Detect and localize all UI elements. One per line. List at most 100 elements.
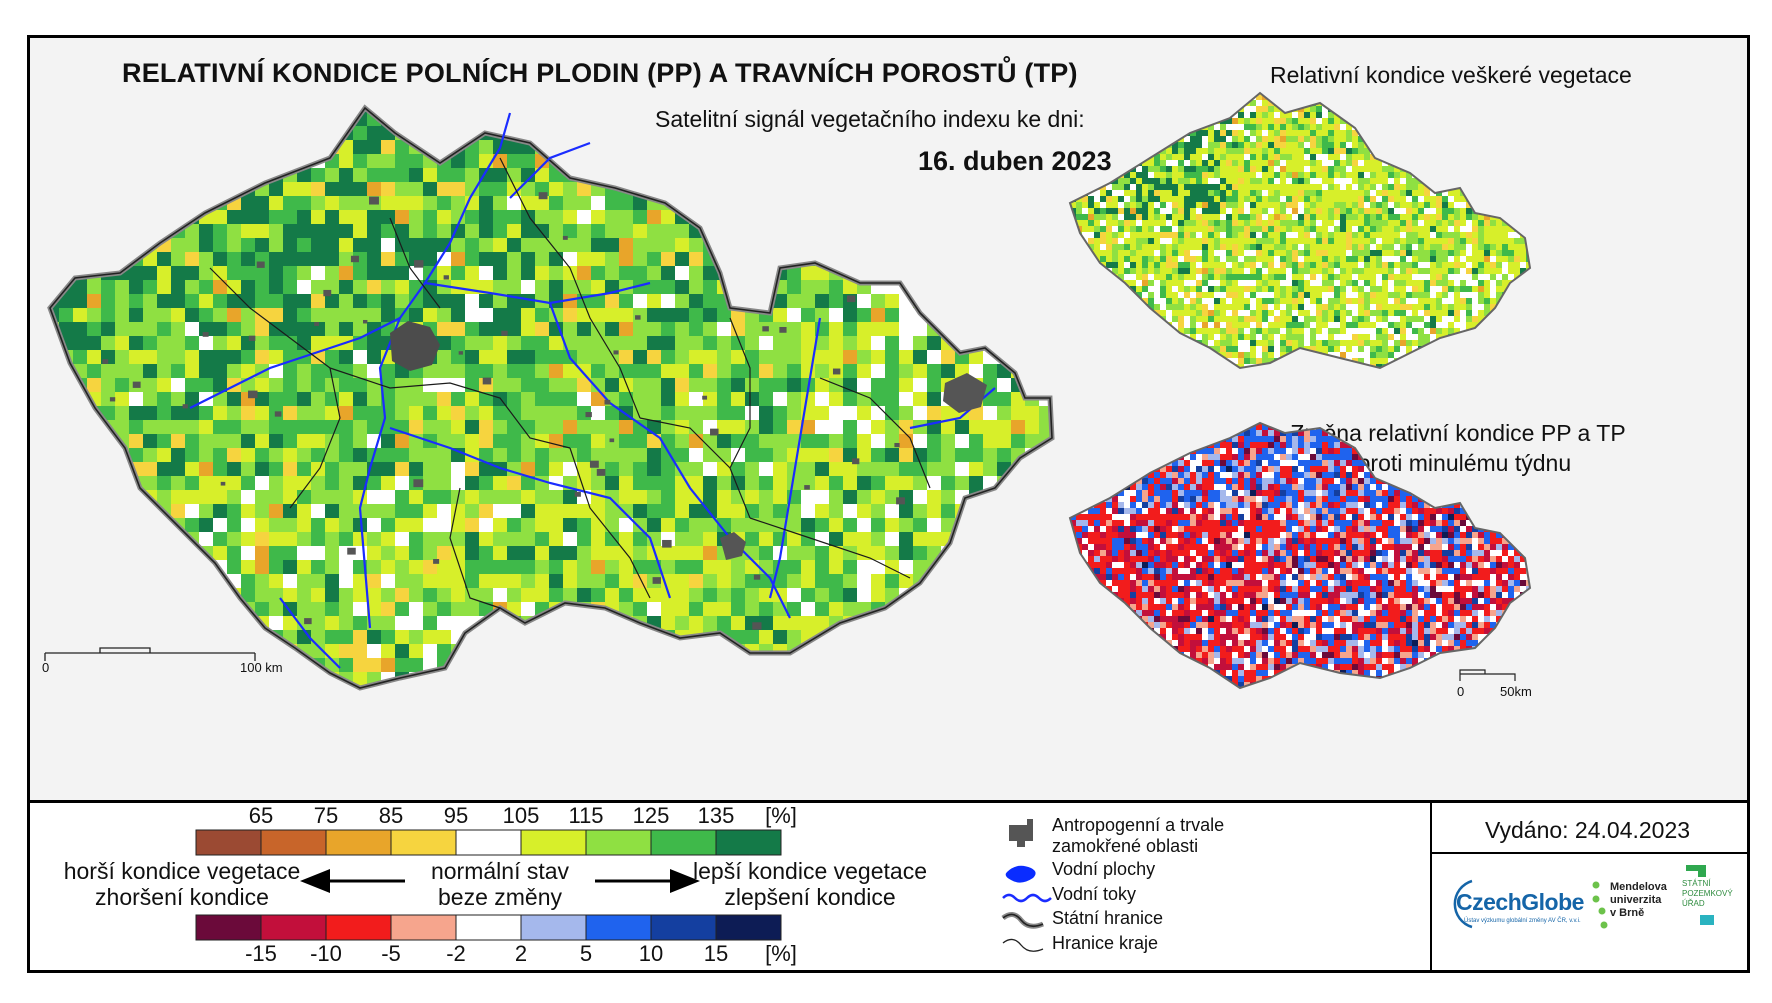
map-frame: RELATIVNÍ KONDICE POLNÍCH PLODIN (PP) A … (27, 35, 1750, 973)
caption-normal-line2: beze změny (437, 884, 562, 910)
side-map-title-change: Změna relativní kondice PP a TP oproti m… (1288, 418, 1628, 478)
colorbar-tick-label: 115 (568, 803, 604, 828)
condition-colorbar (195, 829, 782, 856)
colorbar-segment (260, 914, 327, 941)
change-colorbar (195, 914, 782, 941)
colorbar-segment (195, 829, 262, 856)
caption-better-line1: lepší kondice vegetace (693, 858, 927, 884)
river-network (189, 112, 996, 669)
subtitle: Satelitní signál vegetačního indexu ke d… (655, 106, 1085, 132)
colorbar-tick-label: 95 (443, 803, 469, 828)
small-scale-end: 50km (1500, 684, 1532, 699)
mendel-logo-icon (1592, 881, 1608, 929)
map-symbol-legend (1001, 819, 1052, 952)
colorbar-segment (520, 914, 587, 941)
legend-urban-line1: Antropogenní a trvale (1052, 815, 1225, 835)
main-scale-end: 100 km (240, 660, 283, 675)
arrow-left-icon (300, 869, 405, 893)
legend-urban-line2: zamokřené oblasti (1052, 836, 1199, 856)
date-label: 16. duben 2023 (918, 146, 1112, 176)
colorbar-tick-label: 2 (514, 941, 528, 966)
colorbar-segment (650, 829, 717, 856)
mendel-logo-line1: Mendelova (1610, 881, 1667, 893)
region-borders (209, 157, 931, 609)
spu-logo-line1: STÁTNÍ (1682, 879, 1711, 888)
colorbar-tick-label: -5 (381, 941, 401, 966)
main-scale-start: 0 (42, 660, 50, 675)
czechglobe-logo: CzechGlobe (1456, 889, 1584, 915)
small-scale-bar (1459, 669, 1516, 681)
czechglobe-logo-icon (1453, 879, 1473, 929)
colorbar-tick-label: 10 (638, 941, 664, 966)
colorbar-segment (585, 914, 652, 941)
colorbar-segment (585, 829, 652, 856)
colorbar-tick-label: 15 (703, 941, 729, 966)
legend-water-label: Vodní plochy (1052, 859, 1156, 879)
page-title: RELATIVNÍ KONDICE POLNÍCH PLODIN (PP) A … (122, 58, 1078, 88)
issued-date: Vydáno: 24.04.2023 (1485, 817, 1691, 843)
caption-normal-line1: normální stav (430, 858, 570, 884)
colorbar-segment (715, 914, 782, 941)
caption-worse: horší kondice vegetace zhoršení kondice (62, 858, 302, 910)
legend-arrows (300, 869, 700, 893)
ostrava-urban (943, 373, 987, 413)
colorbar-segment (260, 829, 327, 856)
colorbar-tick-label: 105 (502, 803, 540, 828)
side-map-title-vegetation: Relativní kondice veškeré vegetace (1270, 62, 1632, 88)
small-scale-start: 0 (1457, 684, 1465, 699)
colorbar-tick-label: 85 (378, 803, 404, 828)
mendel-logo-line2: univerzita (1610, 894, 1662, 906)
legend-panel: 65 75 85 95 105 115 125 135 [%] horší kondice ve… (30, 803, 1747, 970)
colorbar-tick-label: 75 (313, 803, 339, 828)
arrow-right-icon (595, 869, 700, 893)
colorbar-tick-label: 135 (697, 803, 735, 828)
colorbar-tick-label: -10 (310, 941, 342, 966)
colorbar-tick-label: [%] (765, 941, 797, 966)
small-map-change (1068, 421, 1532, 690)
caption-worse-line2: zhoršení kondice (95, 884, 269, 910)
colorbar-segment (195, 914, 262, 941)
legend-urban-label: Antropogenní a trvale zamokřené oblasti (1052, 815, 1224, 857)
colorbar-segment (325, 829, 392, 856)
main-scale-bar (44, 647, 256, 661)
colorbar-tick-label: -2 (446, 941, 466, 966)
colorbar-segment (390, 829, 457, 856)
side-map-title-change-line1: Změna relativní kondice PP a TP (1290, 420, 1626, 446)
czechglobe-logo-sub: Ústav výzkumu globální změny AV ČR, v.v.… (1464, 918, 1581, 924)
spu-logo-line3: ÚŘAD (1682, 899, 1705, 908)
caption-better: lepší kondice vegetace zlepšení kondice (690, 858, 930, 910)
colorbar-tick-label: [%] (765, 803, 797, 828)
urban-area-icon (1009, 819, 1033, 847)
spu-logo: STÁTNÍ POZEMKOVÝ ÚŘAD (1682, 879, 1733, 909)
colorbar-segment (390, 914, 457, 941)
legend-state-border-label: Státní hranice (1052, 908, 1164, 928)
legend-river-label: Vodní toky (1052, 884, 1137, 904)
colorbar-tick-label: 125 (632, 803, 670, 828)
colorbar-segment (650, 914, 717, 941)
state-border-halo-icon (1001, 912, 1044, 929)
colorbar-segment (715, 829, 782, 856)
region-border-icon (1002, 938, 1044, 952)
colorbar-segment (520, 829, 587, 856)
small-map-vegetation (1068, 91, 1532, 370)
spu-logo-line2: POZEMKOVÝ (1682, 889, 1733, 898)
colorbar-segment (325, 914, 392, 941)
spu-logo-icon (1686, 865, 1714, 925)
water-body-icon (1005, 865, 1036, 883)
map-panel: RELATIVNÍ KONDICE POLNÍCH PLODIN (PP) A … (30, 38, 1747, 803)
state-border-icon (1002, 913, 1044, 928)
river-icon (1002, 893, 1052, 903)
prague-urban (390, 321, 440, 371)
colorbar-tick-label: -15 (245, 941, 277, 966)
brno-urban (720, 532, 746, 560)
caption-worse-line1: horší kondice vegetace (63, 858, 301, 884)
legend-region-border-label: Hranice kraje (1052, 933, 1159, 953)
mendel-logo-line3: v Brně (1610, 907, 1645, 919)
caption-better-line2: zlepšení kondice (724, 884, 896, 910)
mendel-logo: Mendelova univerzita v Brně (1610, 881, 1667, 920)
colorbar-segment (455, 829, 522, 856)
main-map (44, 91, 1532, 800)
legend-divider-vertical (1430, 803, 1432, 970)
colorbar-tick-label: 65 (248, 803, 274, 828)
colorbar-tick-label: 5 (579, 941, 593, 966)
